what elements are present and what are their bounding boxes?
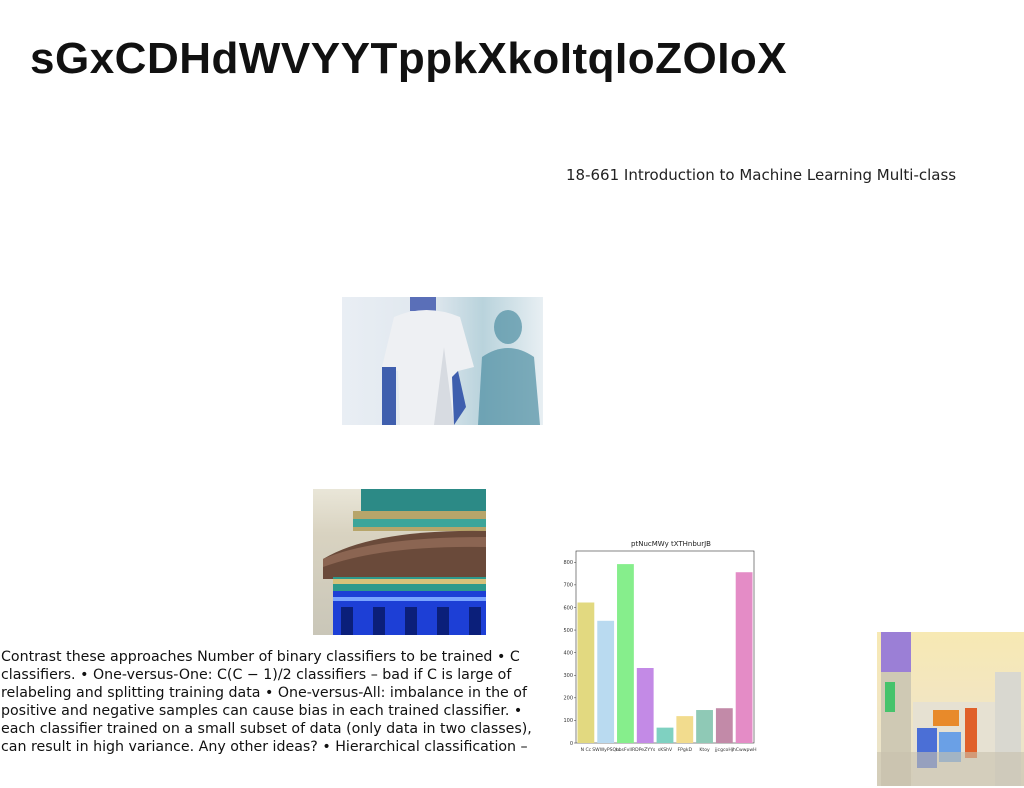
- chart-bar: [617, 564, 634, 743]
- chart-bar: [597, 620, 615, 743]
- chart-bar: [656, 727, 674, 743]
- chart-bar: [715, 708, 733, 743]
- slide-body-text: Contrast these approaches Number of bina…: [1, 649, 532, 755]
- y-tick-label: 600: [563, 605, 573, 611]
- chart-bar: [577, 602, 595, 743]
- chart-bar: [676, 716, 694, 743]
- x-tick-label: sKShV: [658, 747, 673, 753]
- x-tick-label: N Cc: [581, 747, 592, 753]
- slide-title: sGxCDHdWVYYTppkXkoItqIoZOIoX: [30, 34, 788, 83]
- chart-bar: [735, 572, 753, 743]
- x-tick-label: SWWyPSQu: [592, 747, 619, 753]
- building-photo: [877, 632, 1024, 786]
- y-tick-label: 100: [563, 718, 573, 724]
- person-photo: [342, 297, 543, 425]
- y-tick-label: 800: [563, 560, 573, 566]
- y-tick-label: 200: [563, 696, 573, 702]
- chart-bar: [696, 710, 713, 743]
- x-tick-label: DPeZYYs: [635, 747, 656, 753]
- y-tick-label: 700: [563, 583, 573, 589]
- bar-chart: ptNucMWy tXTHnburJB 0 100 200 300 400 500 600 7…: [563, 540, 757, 753]
- y-tick-label: 400: [563, 650, 573, 656]
- y-tick-label: 500: [563, 628, 573, 634]
- x-tick-label: hbsFvIlR: [616, 747, 636, 753]
- y-tick-label: 0: [570, 741, 573, 747]
- x-tick-label: Ktoy: [699, 747, 710, 753]
- chart-bar: [636, 668, 654, 743]
- x-tick-label: FPgkD: [678, 747, 693, 753]
- chart-title: ptNucMWy tXTHnburJB: [631, 540, 711, 548]
- x-tick-label: jjcgcoHr: [714, 747, 734, 753]
- x-tick-label: jhCwwpwH: [731, 747, 757, 753]
- y-tick-label: 300: [563, 673, 573, 679]
- slide-subtitle: 18-661 Introduction to Machine Learning …: [566, 166, 957, 184]
- temple-photo: [313, 489, 486, 635]
